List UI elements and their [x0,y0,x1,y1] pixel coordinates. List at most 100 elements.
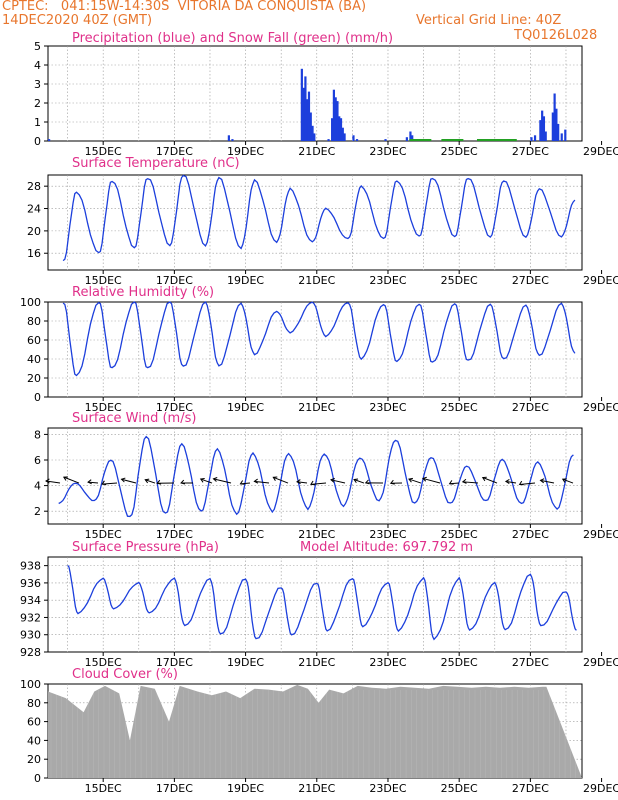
wind-arrow-head [353,478,359,484]
x-tick-label: 25DEC [441,274,478,287]
altitude-annotation: Model Altitude: 697.792 m [300,540,473,555]
y-tick-label: 6 [34,454,41,467]
x-tick-label: 27DEC [512,528,549,541]
precip-bar [564,129,567,141]
precip-bar [533,135,537,141]
wind-arrow-head [408,477,413,483]
y-tick-label: 40 [27,353,41,366]
wind-arrow-head [364,479,370,485]
precip-bar [309,112,312,141]
x-tick-label: 23DEC [369,528,406,541]
y-tick-label: 0 [34,135,41,148]
precip-bar [306,99,309,141]
y-tick-label: 936 [20,577,41,590]
wind-arrow-head [156,479,162,485]
wind-arrow-head [539,478,545,484]
x-tick-label: 21DEC [298,401,335,414]
x-tick-label: 25DEC [441,528,478,541]
y-tick-label: 4 [34,480,41,493]
panel-title: Precipitation (blue) and Snow Fall (gree… [72,31,393,46]
x-tick-label: 17DEC [156,528,193,541]
x-tick-label: 23DEC [369,274,406,287]
x-tick-label: 21DEC [298,274,335,287]
y-tick-label: 0 [34,772,41,785]
x-tick-label: 21DEC [298,782,335,795]
panel-frame-5 [47,556,583,653]
panel-frame-1 [47,45,583,142]
wind-arrow-shaft [330,479,346,484]
precip-bar [352,135,355,141]
date-header: 14DEC2020 40Z (GMT) [2,13,153,28]
wind-arrow-shaft [63,476,80,484]
precip-bar [551,112,554,141]
wind-arrow-shaft [88,481,99,484]
precip-bar [311,125,314,141]
y-tick-label: 20 [27,225,41,238]
wind-arrow-head [504,479,510,485]
x-tick-label: 23DEC [369,656,406,669]
wind-arrow-shaft [296,481,308,484]
y-tick-label: 934 [20,594,41,607]
y-tick-label: 938 [20,560,41,573]
panel-frame-2 [47,174,583,271]
panel-title: Surface Temperature (nC) [72,156,240,171]
x-tick-label: 17DEC [156,401,193,414]
x-tick-label: 19DEC [227,145,264,158]
precip-bar [313,133,316,141]
x-tick-label: 25DEC [441,145,478,158]
wind-arrow-shaft [121,478,137,484]
precip-bar [557,123,560,141]
y-tick-label: 40 [27,734,41,747]
wind-arrow-head [87,479,92,485]
wind-arrow-shaft [422,477,441,484]
wind-arrow-head [481,476,487,482]
wind-arrow-shaft [353,479,365,484]
x-tick-label: 25DEC [441,782,478,795]
y-tick-label: 928 [20,646,41,659]
wind-arrow-head [62,476,68,481]
wind-arrow-head [199,478,205,483]
y-tick-label: 932 [20,611,41,624]
x-tick-label: 17DEC [156,145,193,158]
wind-arrow-head [389,479,395,485]
x-tick-label: 29DEC [583,528,618,541]
wind-arrow-head [45,478,50,484]
wind-arrow-shaft [462,481,479,484]
wind-arrow-head [212,477,218,482]
y-tick-label: 100 [20,296,41,309]
x-tick-label: 17DEC [156,656,193,669]
y-tick-label: 1 [34,116,41,129]
wind-arrow-shaft [273,476,289,484]
x-tick-label: 25DEC [441,401,478,414]
x-tick-label: 23DEC [369,145,406,158]
x-tick-label: 21DEC [298,656,335,669]
wind-arrow-head [239,480,245,485]
x-tick-label: 15DEC [85,401,122,414]
precip-bar [560,133,563,141]
snow-bar [476,139,499,141]
x-tick-label: 19DEC [227,401,264,414]
wind-arrow-head [448,480,454,485]
panel-title: Cloud Cover (%) [72,667,178,682]
precip-bar [539,120,542,141]
x-tick-label: 29DEC [583,782,618,795]
station-header: CPTEC: 041:15W-14:30S VITORIA DA CONQUIS… [2,0,367,14]
precip-bar [409,131,412,141]
y-tick-label: 20 [27,753,41,766]
x-tick-label: 29DEC [583,656,618,669]
series-line [62,174,576,262]
model-code: TQ0126L028 [514,28,598,43]
precip-bar [302,87,305,141]
wind-arrow-head [296,479,301,485]
precip-bar [332,89,335,141]
precip-bar [338,116,341,141]
x-tick-label: 17DEC [156,782,193,795]
panel-title: Relative Humidity (%) [72,285,214,300]
x-tick-label: 23DEC [369,782,406,795]
y-tick-label: 100 [20,678,41,691]
wind-arrow-head [330,477,335,483]
x-tick-label: 27DEC [512,782,549,795]
snow-bar [494,139,517,141]
x-tick-label: 15DEC [85,528,122,541]
